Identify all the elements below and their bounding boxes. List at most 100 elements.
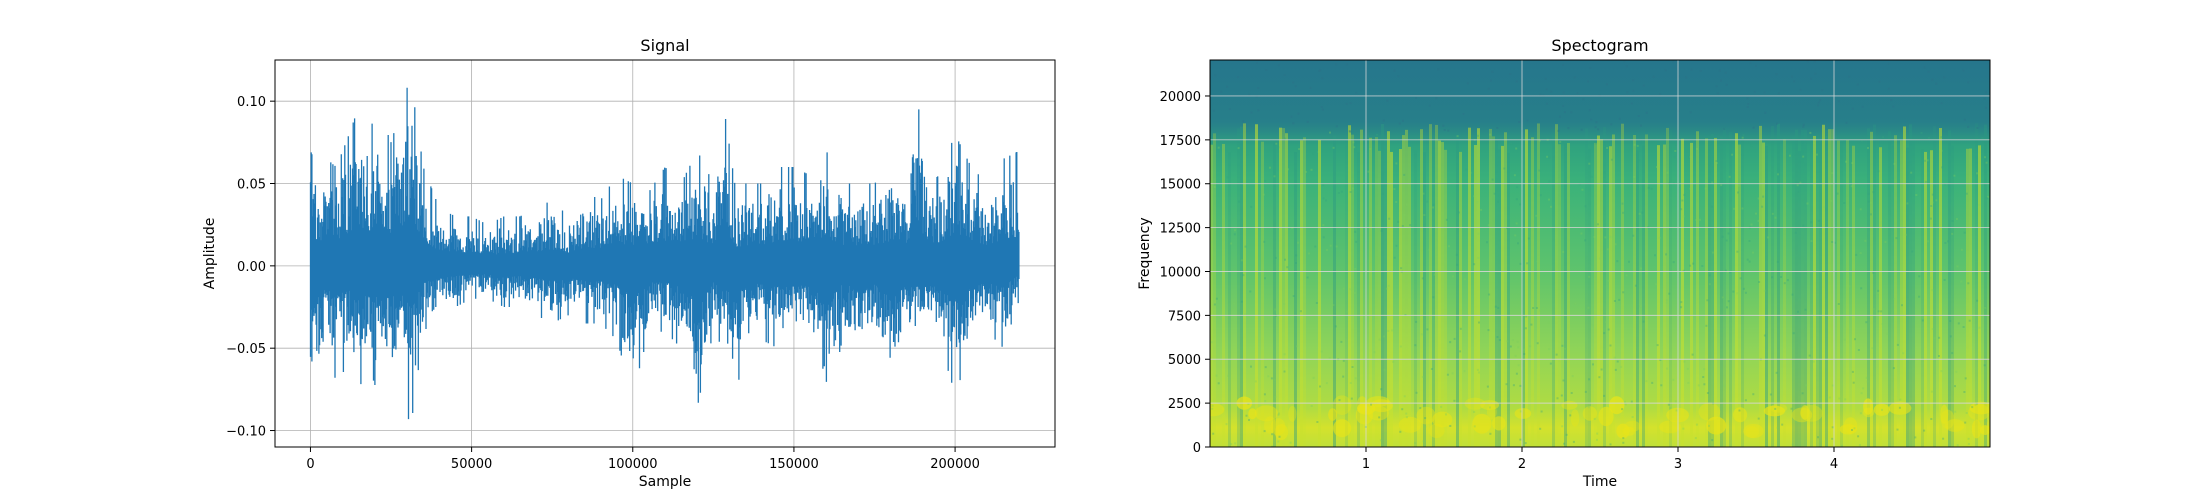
- spectrogram-speckle: [1322, 224, 1325, 227]
- spectrogram-speckle: [1720, 79, 1722, 82]
- spectrogram-speckle: [1283, 303, 1286, 305]
- spectrogram-speckle: [1833, 241, 1836, 244]
- spectrogram-speckle: [1312, 152, 1315, 155]
- spectrogram-speckle: [1817, 101, 1820, 104]
- spectrogram-speckle: [1983, 364, 1986, 367]
- spectrogram-time-band: [1714, 137, 1717, 447]
- spectrogram-speckle: [1507, 166, 1510, 169]
- spectrogram-speckle: [1250, 365, 1252, 368]
- spectrogram-speckle: [1781, 423, 1784, 426]
- spectrogram-speckle: [1393, 69, 1396, 72]
- spectrogram-speckle: [1830, 199, 1833, 202]
- spectrogram-speckle: [1588, 162, 1591, 165]
- signal-chart: Signal 0 50000 100000 150000 200000 −0.10 −0.0…: [202, 36, 1056, 490]
- spectrogram-ytick-label: 7500: [1168, 309, 1201, 324]
- spectrogram-speckle: [1334, 325, 1337, 328]
- spectrogram-speckle: [1723, 128, 1726, 131]
- spectrogram-time-band: [1600, 139, 1603, 447]
- spectrogram-speckle: [1225, 423, 1228, 426]
- spectrogram-speckle: [1650, 187, 1653, 190]
- spectrogram-speckle: [1677, 75, 1680, 78]
- spectrogram-speckle: [1655, 283, 1658, 286]
- spectrogram-speckle: [1231, 318, 1234, 321]
- spectrogram-speckle: [1563, 442, 1566, 445]
- spectrogram-speckle: [1486, 385, 1489, 388]
- spectrogram-speckle: [1462, 113, 1465, 115]
- spectrogram-speckle: [1385, 287, 1388, 290]
- spectrogram-speckle: [1739, 277, 1742, 280]
- spectrogram-speckle: [1984, 306, 1987, 309]
- spectrogram-speckle: [1567, 127, 1570, 130]
- spectrogram-speckle: [1672, 378, 1675, 381]
- spectrogram-speckle: [1799, 181, 1802, 184]
- spectrogram-speckle: [1851, 370, 1854, 373]
- spectrogram-speckle: [1463, 370, 1466, 373]
- spectrogram-speckle: [1515, 222, 1518, 225]
- spectrogram-time-band: [1612, 134, 1615, 447]
- spectrogram-speckle: [1211, 404, 1214, 407]
- spectrogram-ytick-label: 5000: [1168, 353, 1201, 368]
- spectrogram-time-band: [1300, 140, 1303, 447]
- spectrogram-speckle: [1321, 108, 1324, 111]
- spectrogram-speckle: [1763, 334, 1766, 337]
- spectrogram-speckle: [1497, 200, 1499, 203]
- spectrogram-speckle: [1432, 206, 1435, 209]
- spectrogram-speckle: [1316, 421, 1319, 423]
- spectrogram-speckle: [1595, 121, 1598, 124]
- spectrogram-time-band: [1846, 139, 1849, 447]
- signal-ytick-label: 0.05: [237, 178, 266, 193]
- spectrogram-xtick-label: 1: [1362, 457, 1370, 472]
- spectrogram-speckle: [1682, 427, 1685, 430]
- spectrogram-speckle: [1845, 121, 1848, 124]
- spectrogram-speckle: [1963, 231, 1966, 234]
- spectrogram-speckle: [1862, 387, 1865, 390]
- spectrogram-speckle: [1930, 390, 1933, 393]
- spectrogram-speckle: [1667, 403, 1670, 406]
- spectrogram-speckle: [1523, 90, 1526, 93]
- spectrogram-speckle: [1699, 70, 1702, 72]
- spectrogram-speckle: [1953, 174, 1956, 177]
- spectrogram-speckle: [1519, 203, 1522, 206]
- spectrogram-speckle: [1603, 171, 1606, 174]
- spectrogram-time-band: [1603, 127, 1606, 447]
- spectrogram-speckle: [1476, 368, 1479, 371]
- spectrogram-speckle: [1943, 76, 1946, 79]
- spectrogram-speckle: [1523, 348, 1526, 351]
- spectrogram-speckle: [1314, 245, 1317, 248]
- spectrogram-time-band: [1894, 135, 1897, 447]
- spectrogram-speckle: [1984, 156, 1986, 159]
- spectrogram-speckle: [1562, 379, 1565, 382]
- signal-xtick-label: 150000: [769, 457, 819, 472]
- spectrogram-speckle: [1618, 117, 1621, 120]
- spectrogram-energy-blob: [1839, 424, 1858, 435]
- spectrogram-speckle: [1762, 195, 1765, 198]
- spectrogram-time-band: [1459, 151, 1462, 447]
- spectrogram-speckle: [1213, 303, 1216, 306]
- spectrogram-speckle: [1319, 385, 1321, 388]
- spectrogram-speckle: [1437, 68, 1440, 71]
- spectrogram-speckle: [1263, 393, 1266, 396]
- spectrogram-speckle: [1733, 207, 1735, 210]
- spectrogram-speckle: [1240, 259, 1243, 262]
- spectrogram-speckle: [1210, 241, 1213, 244]
- spectrogram-speckle: [1230, 242, 1233, 245]
- spectrogram-speckle: [1790, 407, 1793, 410]
- spectrogram-speckle: [1746, 97, 1749, 100]
- spectrogram-speckle: [1387, 284, 1390, 287]
- spectrogram-speckle: [1699, 218, 1701, 221]
- spectrogram-speckle: [1539, 309, 1542, 312]
- spectrogram-speckle: [1701, 265, 1704, 267]
- spectrogram-speckle: [1262, 193, 1265, 196]
- spectrogram-speckle: [1421, 376, 1424, 378]
- spectrogram-speckle: [1780, 276, 1783, 278]
- spectrogram-speckle: [1683, 360, 1686, 363]
- signal-ytick-label: −0.10: [226, 425, 266, 440]
- spectrogram-speckle: [1353, 292, 1356, 294]
- spectrogram-speckle: [1636, 144, 1639, 147]
- spectrogram-speckle: [1668, 292, 1671, 295]
- spectrogram-speckle: [1384, 152, 1387, 155]
- spectrogram-speckle: [1681, 199, 1684, 202]
- spectrogram-speckle: [1877, 289, 1880, 292]
- spectrogram-speckle: [1401, 408, 1404, 411]
- spectrogram-speckle: [1433, 273, 1436, 276]
